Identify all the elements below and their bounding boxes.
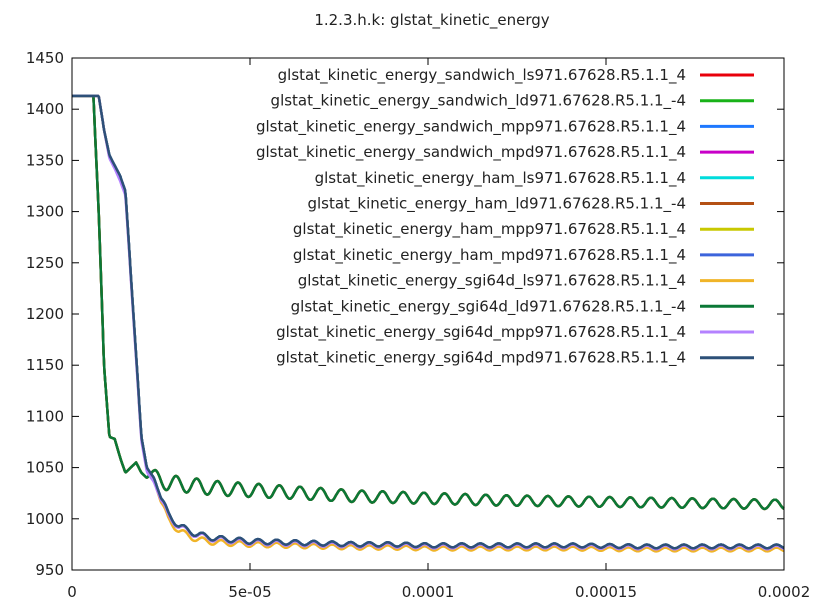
x-tick-label-3: 0.00015 [575, 583, 637, 601]
legend-label-9: glstat_kinetic_energy_sgi64d_ld971.67628… [291, 297, 686, 316]
y-tick-label-2: 1050 [26, 459, 64, 477]
legend: glstat_kinetic_energy_sandwich_ls971.676… [256, 66, 754, 368]
series-line-9 [71, 94, 785, 511]
x-tick-label-1: 5e-05 [228, 583, 271, 601]
y-tick-label-3: 1100 [26, 407, 64, 425]
plot-lines [71, 94, 785, 553]
x-tick-label-4: 0.0002 [758, 583, 811, 601]
y-tick-label-10: 1450 [26, 49, 64, 67]
y-tick-label-6: 1250 [26, 254, 64, 272]
axis-ticks: 0 5e-05 0.0001 0.00015 0.0002 950 1000 1050 1100… [26, 49, 810, 601]
chart-title: 1.2.3.h.k: glstat_kinetic_energy [314, 11, 549, 30]
y-tick-label-1: 1000 [26, 510, 64, 528]
legend-label-11: glstat_kinetic_energy_sgi64d_mpd971.6762… [276, 349, 686, 368]
y-tick-label-5: 1200 [26, 305, 64, 323]
x-tick-label-0: 0 [67, 583, 77, 601]
legend-label-8: glstat_kinetic_energy_sgi64d_ls971.67628… [298, 272, 686, 291]
legend-label-10: glstat_kinetic_energy_sgi64d_mpp971.6762… [276, 323, 686, 342]
legend-label-7: glstat_kinetic_energy_ham_mpd971.67628.R… [293, 246, 686, 265]
legend-label-0: glstat_kinetic_energy_sandwich_ls971.676… [278, 66, 686, 85]
y-tick-label-7: 1300 [26, 203, 64, 221]
y-tick-label-9: 1400 [26, 100, 64, 118]
legend-label-6: glstat_kinetic_energy_ham_mpp971.67628.R… [293, 220, 686, 239]
x-tick-label-2: 0.0001 [402, 583, 455, 601]
series-line-11 [71, 94, 785, 550]
legend-label-3: glstat_kinetic_energy_sandwich_mpd971.67… [256, 143, 686, 162]
legend-label-2: glstat_kinetic_energy_sandwich_mpp971.67… [256, 117, 686, 136]
series-line-8 [71, 94, 785, 553]
legend-label-1: glstat_kinetic_energy_sandwich_ld971.676… [271, 92, 686, 111]
legend-label-4: glstat_kinetic_energy_ham_ls971.67628.R5… [315, 169, 686, 188]
y-tick-label-8: 1350 [26, 151, 64, 169]
legend-label-5: glstat_kinetic_energy_ham_ld971.67628.R5… [307, 195, 686, 214]
y-tick-label-4: 1150 [26, 356, 64, 374]
y-tick-label-0: 950 [35, 561, 64, 579]
